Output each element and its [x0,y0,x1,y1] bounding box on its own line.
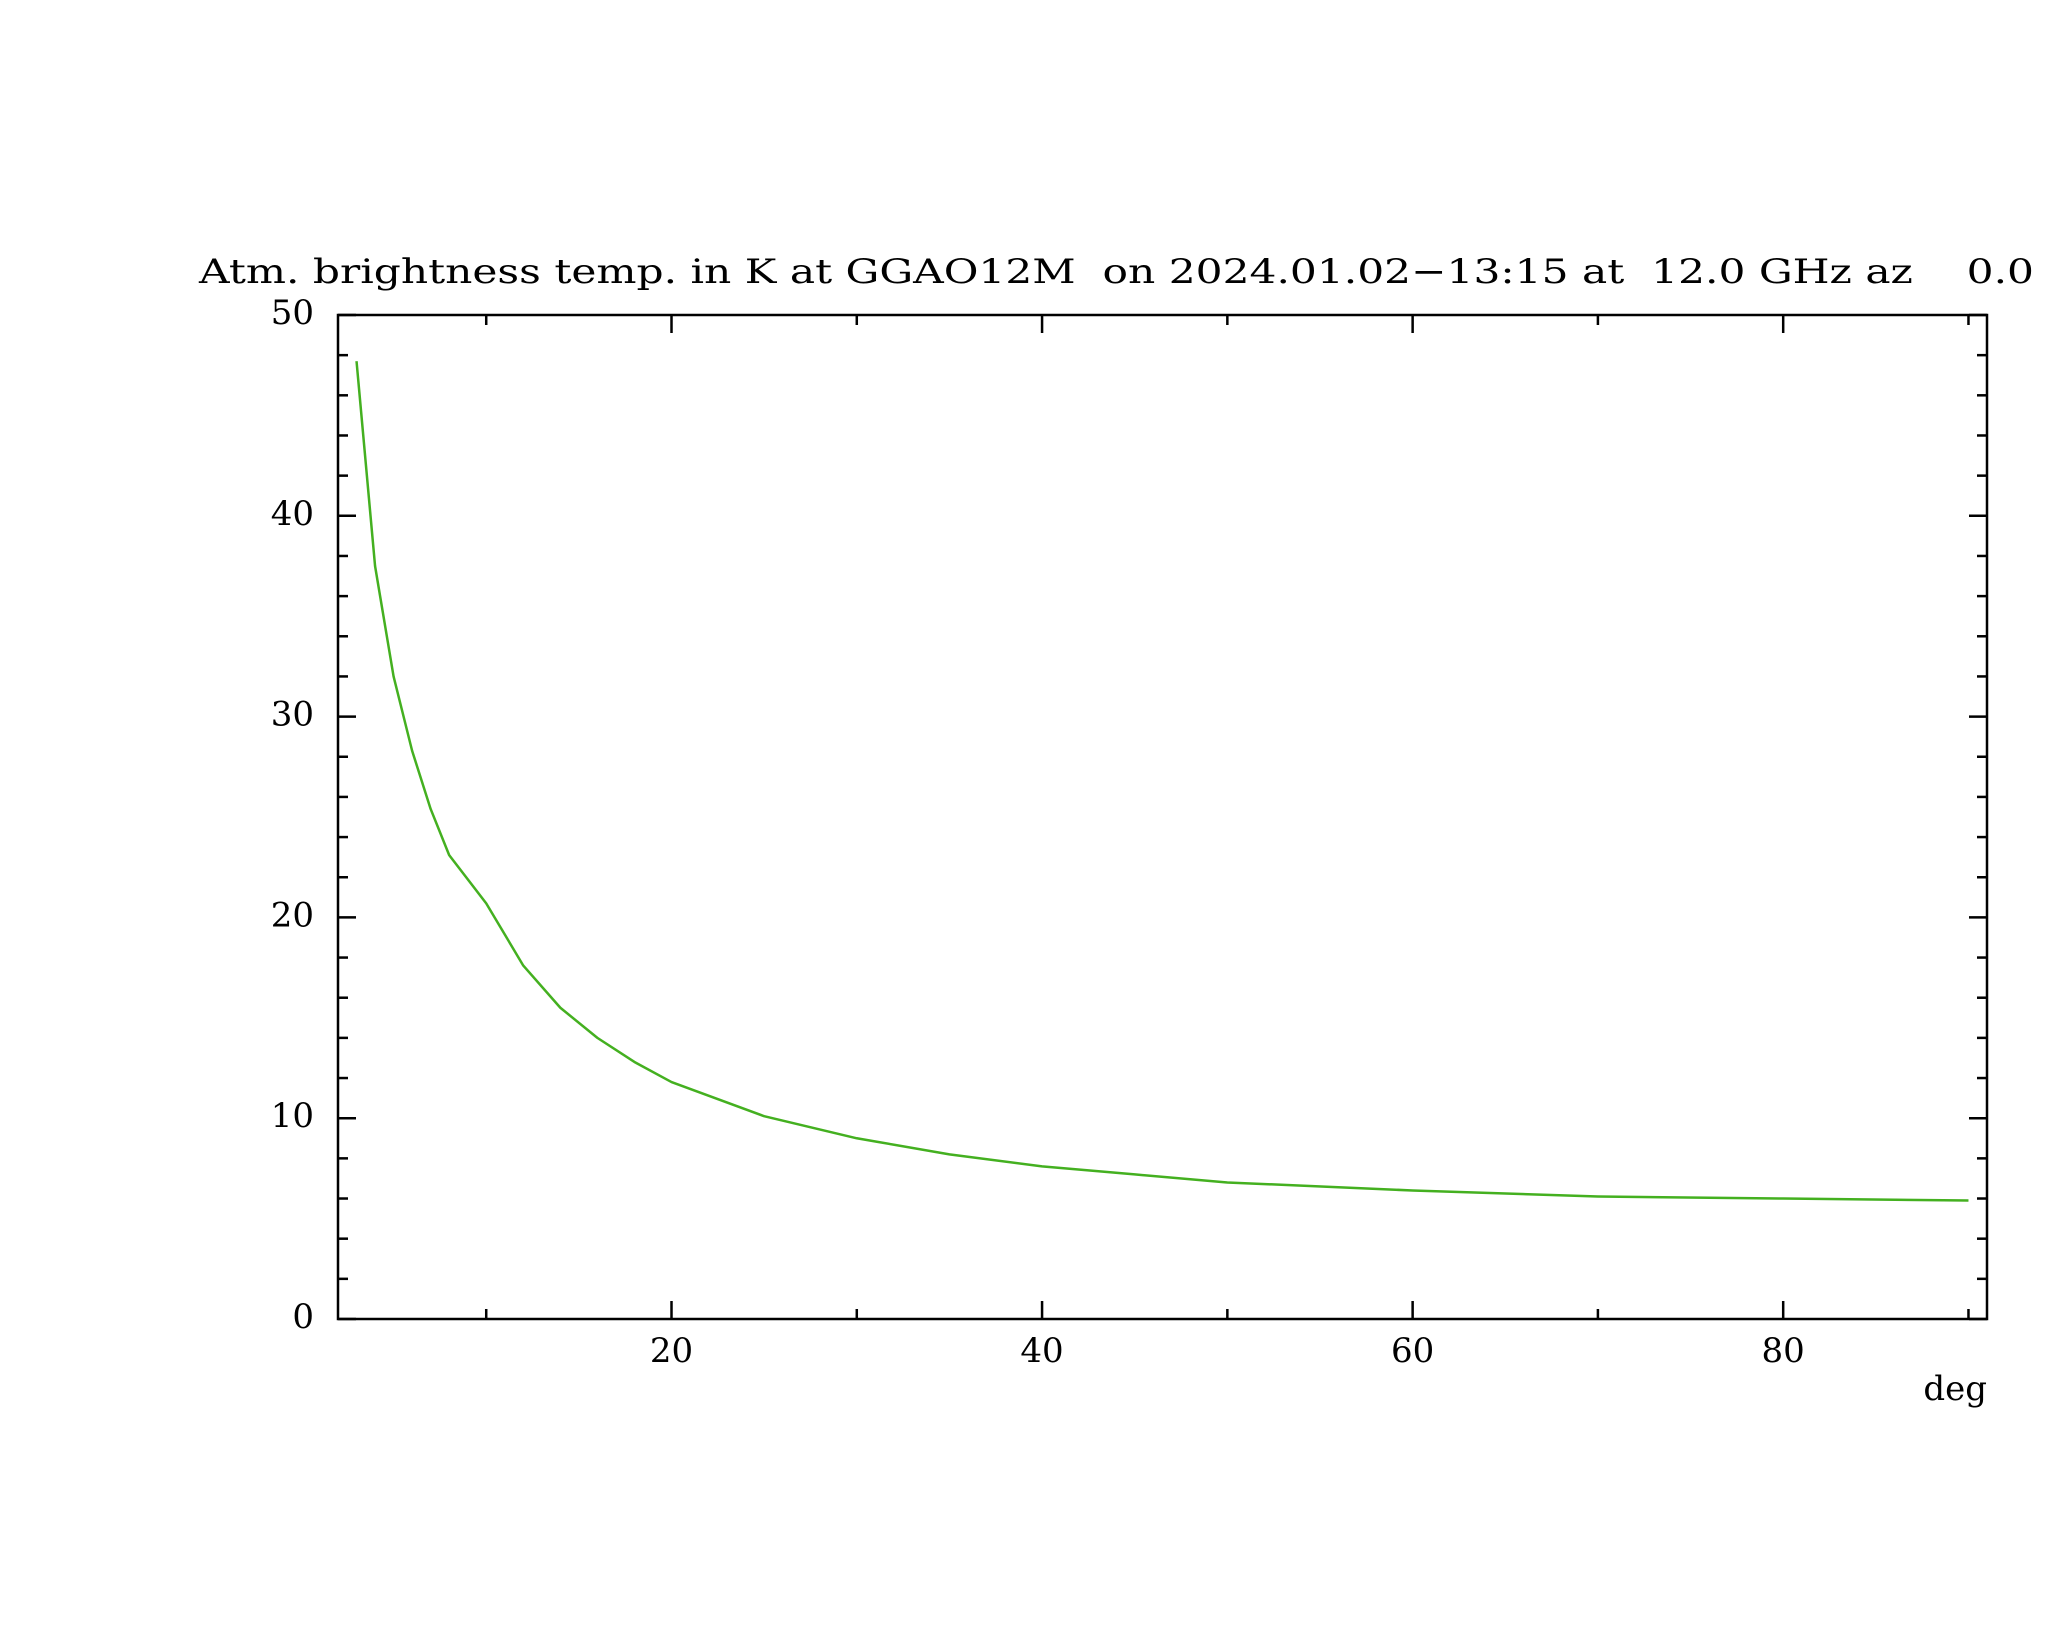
y-tick-label: 40 [271,494,314,534]
data-line [355,361,1969,1202]
y-tick-label: 50 [271,293,314,333]
x-tick-label: 40 [1020,1331,1063,1371]
y-tick-label: 30 [271,695,314,735]
chart-title: Atm. brightness temp. in K at GGAO12M on… [198,252,2034,292]
x-axis-label: deg [1923,1369,1987,1409]
y-tick-label: 20 [271,895,314,935]
x-tick-label: 20 [650,1331,693,1371]
y-tick-label: 10 [271,1096,314,1136]
y-tick-label: 0 [292,1297,314,1337]
x-tick-label: 80 [1762,1331,1805,1371]
plot-frame [336,313,1989,1321]
x-tick-label: 60 [1391,1331,1434,1371]
